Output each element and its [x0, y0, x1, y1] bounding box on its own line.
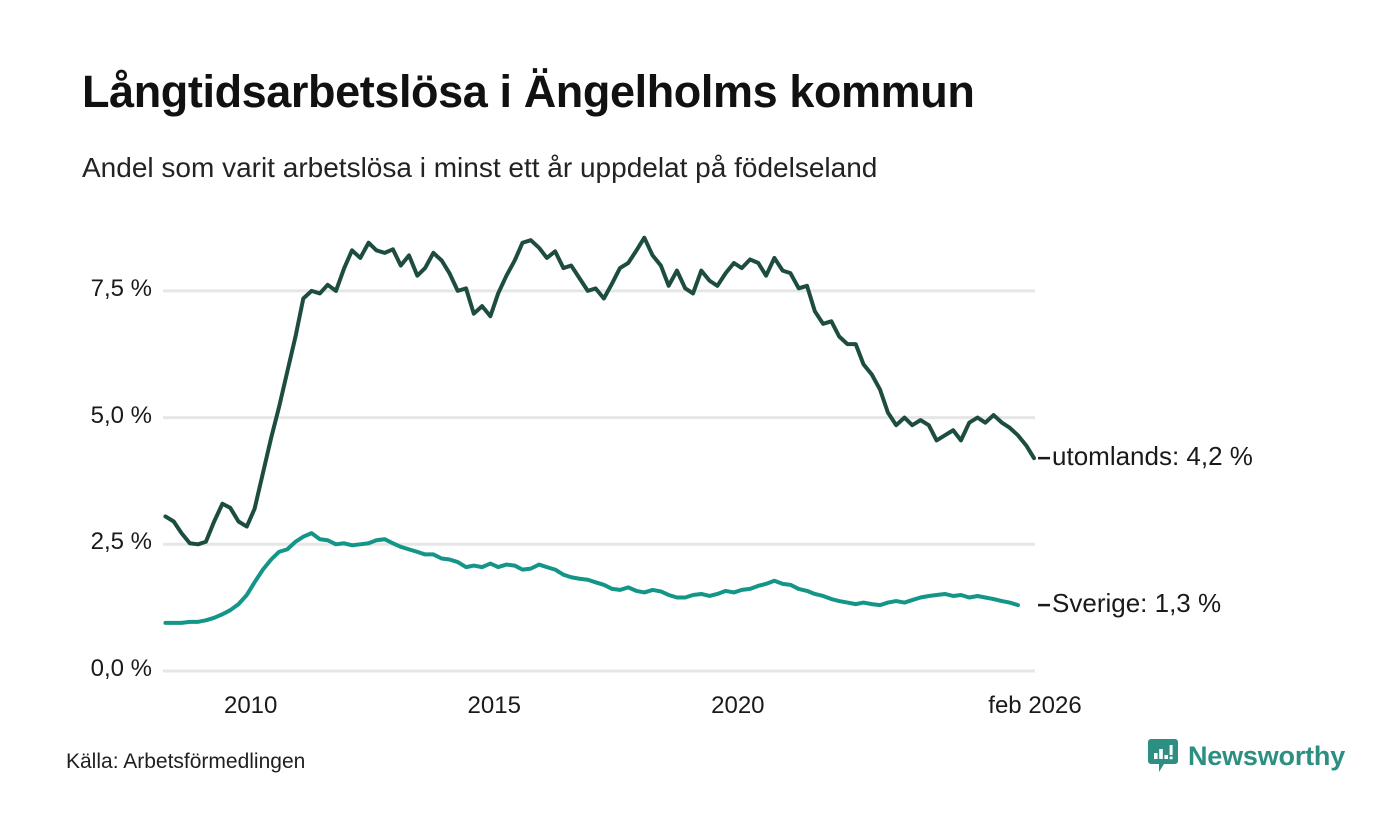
y-tick-label-2: 5,0 % — [90, 401, 152, 429]
x-tick-label-3: feb 2026 — [988, 692, 1082, 719]
y-tick-label-0: 0,0 % — [90, 655, 152, 682]
x-tick-label-2: 2020 — [711, 692, 765, 719]
y-tick-3: 7,5 % — [0, 275, 152, 307]
y-tick-1: 2,5 % — [0, 528, 152, 560]
series-line-utomlands — [163, 235, 1037, 547]
series-line-sverige — [163, 531, 1020, 625]
y-tick-2: 5,0 % — [0, 402, 152, 434]
series-end-label-utomlands: utomlands: 4,2 % — [1052, 441, 1253, 472]
source-note: Källa: Arbetsförmedlingen — [66, 750, 306, 773]
y-tick-0: 0,0 % — [0, 655, 152, 687]
newsworthy-logo-icon — [1148, 739, 1178, 773]
brand-name: Newsworthy — [1188, 740, 1346, 771]
y-tick-label-3: 7,5 % — [90, 274, 152, 302]
page-title: Långtidsarbetslösa i Ängelholms kommun — [82, 66, 975, 117]
x-tick-label-1: 2015 — [467, 692, 521, 719]
y-tick-label-1: 2,5 % — [90, 528, 152, 556]
brand-logo: Newsworthy — [1148, 739, 1345, 773]
page-subtitle: Andel som varit arbetslösa i minst ett å… — [82, 152, 878, 183]
series-end-label-sverige: Sverige: 1,3 % — [1052, 588, 1222, 619]
x-tick-label-0: 2010 — [223, 692, 278, 719]
